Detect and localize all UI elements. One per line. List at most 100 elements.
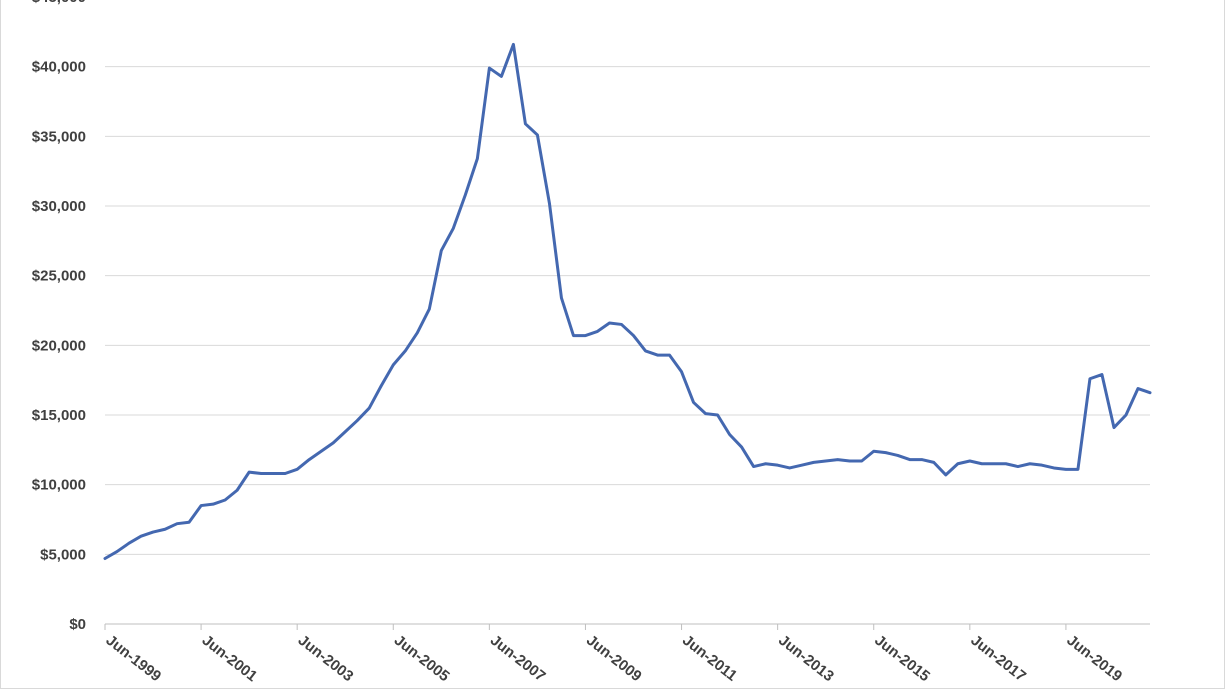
data-point xyxy=(332,441,335,445)
data-point xyxy=(692,401,695,404)
data-point xyxy=(992,462,996,465)
data-point xyxy=(752,465,755,468)
data-point xyxy=(560,296,563,300)
data-point xyxy=(1112,426,1116,429)
data-point xyxy=(980,462,984,465)
x-tick-label: Jun-2009 xyxy=(583,632,645,685)
data-point xyxy=(127,541,131,545)
data-point xyxy=(1136,387,1140,390)
data-point xyxy=(259,472,263,475)
data-point xyxy=(704,412,707,415)
data-point xyxy=(1124,413,1128,417)
data-point xyxy=(392,363,395,367)
data-point xyxy=(536,133,539,137)
data-point xyxy=(740,445,743,449)
data-point xyxy=(632,334,635,337)
data-point xyxy=(596,330,599,333)
data-point xyxy=(764,462,767,465)
y-axis-tick-labels: $0 $5,000 $10,000 $15,000 $20,000 $25,000 $30,… xyxy=(32,0,86,633)
data-point xyxy=(139,535,143,538)
data-point xyxy=(1100,373,1104,376)
data-point xyxy=(824,459,827,463)
data-point xyxy=(295,468,299,471)
data-point xyxy=(187,521,191,524)
y-tick-label: $20,000 xyxy=(32,337,86,354)
data-point xyxy=(656,353,659,357)
data-point xyxy=(872,450,875,453)
y-tick-label: $0 xyxy=(69,616,86,633)
data-point xyxy=(620,323,623,326)
data-point xyxy=(548,202,551,205)
data-point xyxy=(908,458,911,461)
data-point xyxy=(572,334,575,337)
data-point xyxy=(271,472,275,475)
data-point xyxy=(380,384,383,387)
y-tick-label: $5,000 xyxy=(40,546,86,563)
data-point xyxy=(1052,466,1056,470)
data-point xyxy=(812,461,815,464)
data-point xyxy=(956,462,960,465)
data-point xyxy=(404,349,407,353)
series-line xyxy=(103,42,1152,561)
data-point xyxy=(1016,465,1020,468)
data-point xyxy=(836,458,839,461)
data-point xyxy=(1076,468,1080,471)
data-point xyxy=(199,504,203,507)
x-tick-label: Jun-2013 xyxy=(775,632,837,685)
data-point xyxy=(488,66,491,70)
x-tick-label: Jun-1999 xyxy=(103,632,165,685)
x-tick-label: Jun-2005 xyxy=(391,632,453,685)
x-tick-label: Jun-2019 xyxy=(1063,632,1125,685)
data-point xyxy=(476,157,479,160)
y-tick-label: $35,000 xyxy=(32,128,86,145)
data-point xyxy=(464,193,467,197)
x-tick-label: Jun-2007 xyxy=(487,632,549,685)
data-point xyxy=(235,489,239,492)
gridlines xyxy=(105,66,1150,555)
data-point xyxy=(512,43,515,46)
data-point xyxy=(896,454,899,457)
data-point xyxy=(175,522,179,525)
data-point xyxy=(1148,391,1152,394)
data-point xyxy=(1064,468,1068,471)
data-point xyxy=(524,122,527,125)
data-point xyxy=(368,406,371,410)
data-point xyxy=(920,458,923,461)
data-point xyxy=(584,334,587,337)
data-point xyxy=(151,530,155,534)
data-point xyxy=(644,349,647,353)
data-point xyxy=(103,557,107,560)
data-point xyxy=(716,413,719,417)
y-tick-label: $25,000 xyxy=(32,268,86,285)
data-point xyxy=(356,419,359,422)
data-point xyxy=(668,353,671,357)
data-point xyxy=(1004,462,1008,465)
x-axis-tick-labels: Jun-1999 Jun-2001 Jun-2003 Jun-2005 Jun-2007… xyxy=(103,632,1126,685)
x-tick-label: Jun-2011 xyxy=(679,632,740,685)
data-point xyxy=(1028,462,1032,465)
data-point xyxy=(283,472,287,475)
data-point xyxy=(211,502,215,506)
data-point xyxy=(932,461,935,464)
data-point xyxy=(884,451,887,454)
data-point xyxy=(776,463,779,467)
data-point xyxy=(860,459,863,463)
data-point xyxy=(452,227,455,230)
x-tick-label: Jun-2003 xyxy=(295,632,357,685)
data-point xyxy=(680,370,683,374)
data-point xyxy=(320,450,323,453)
y-tick-label: $30,000 xyxy=(32,198,86,215)
data-point xyxy=(848,459,851,463)
data-point xyxy=(247,470,251,474)
data-point xyxy=(115,550,119,553)
data-point xyxy=(440,249,443,252)
data-point xyxy=(968,459,972,463)
x-tick-label: Jun-2017 xyxy=(967,632,1029,685)
x-tick-label: Jun-2015 xyxy=(871,632,933,685)
data-point xyxy=(428,307,431,311)
x-tick-label: Jun-2001 xyxy=(199,632,261,685)
series-group xyxy=(103,42,1152,561)
data-point xyxy=(944,473,947,477)
